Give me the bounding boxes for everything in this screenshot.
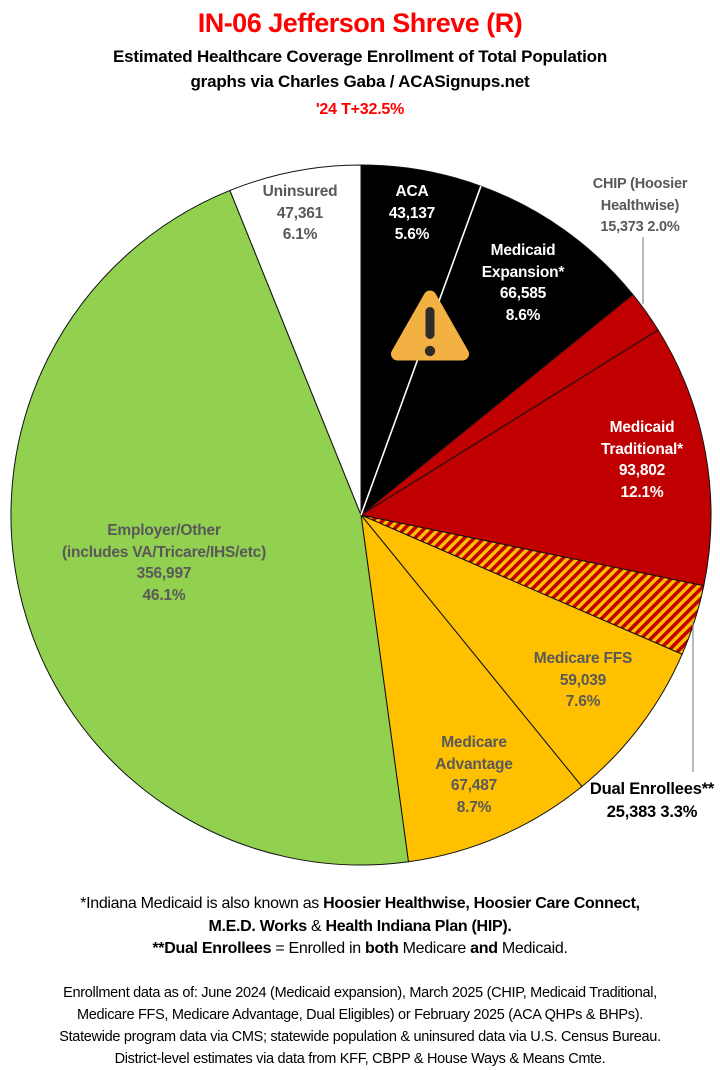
slice-label-dual-enrollees: Dual Enrollees** 25,383 3.3% — [590, 778, 714, 824]
slice-label-medicare-advantage: Medicare Advantage 67,487 8.7% — [435, 732, 513, 818]
slice-label-line: Dual Enrollees** — [589, 780, 715, 798]
pie-slice-medicaid-traditional — [359, 329, 712, 587]
slice-label-line: 7.6% — [565, 692, 601, 710]
slice-label-line: 59,039 — [559, 671, 607, 689]
page-title: IN-06 Jefferson Shreve (R) — [197, 8, 523, 38]
slice-label-line: 43,137 — [388, 204, 436, 222]
pie-slices — [10, 164, 712, 866]
slice-label-line: 6.1% — [282, 225, 318, 243]
slice-label-line: Traditional* — [600, 440, 684, 458]
slice-label-line: Healthwise) — [600, 197, 680, 214]
slice-label-medicaid-traditional: Medicaid Traditional* 93,802 12.1% — [601, 417, 683, 503]
slice-label-line: Medicare FFS — [533, 649, 633, 667]
chart-header: IN-06 Jefferson Shreve (R) Estimated Hea… — [0, 8, 720, 119]
slice-label-line: Medicaid — [609, 419, 675, 436]
slice-label-line: 46.1% — [142, 586, 186, 604]
slice-label-line: 47,361 — [276, 204, 324, 222]
pie-slice-medicare-advantage — [360, 513, 583, 863]
slice-label-line: Advantage — [435, 755, 513, 773]
source-note-line: Statewide program data via CMS; statewid… — [59, 1029, 661, 1045]
slice-label-line: 93,802 — [618, 462, 666, 479]
slice-label-line: Uninsured — [262, 182, 338, 200]
chart-subtitle: Estimated Healthcare Coverage Enrollment… — [0, 44, 720, 94]
slice-label-line: Expansion* — [481, 263, 565, 281]
subtitle-line-2: graphs via Charles Gaba / ACASignups.net — [190, 72, 530, 91]
subtitle-line-1: Estimated Healthcare Coverage Enrollment… — [113, 47, 607, 66]
slice-label-line: Medicaid — [490, 242, 556, 259]
pie-slice-medicaid-expansion — [359, 185, 634, 517]
slice-label-line: ACA — [395, 182, 429, 200]
footnote-line: M.E.D. Works & Health Indiana Plan (HIP)… — [208, 917, 512, 935]
footnote-line: **Dual Enrollees = Enrolled in both Medi… — [152, 940, 568, 957]
slice-label-employer-other: Employer/Other (includes VA/Tricare/IHS/e… — [62, 520, 266, 606]
slice-label-line: 8.7% — [456, 798, 492, 816]
source-note-line: Enrollment data as of: June 2024 (Medica… — [63, 985, 657, 1001]
source-note-line: Medicare FFS, Medicare Advantage, Dual E… — [76, 1007, 644, 1023]
footnote-line: *Indiana Medicaid is also known as Hoosi… — [80, 895, 640, 912]
slice-label-chip: CHIP (Hoosier Healthwise) 15,373 2.0% — [593, 174, 688, 239]
slice-label-line: CHIP (Hoosier — [592, 175, 688, 192]
slice-label-line: (includes VA/Tricare/IHS/etc) — [61, 543, 267, 561]
slice-label-line: 15,373 2.0% — [600, 218, 680, 235]
slice-label-line: 12.1% — [620, 483, 664, 501]
pie-slice-employer-other — [10, 189, 410, 866]
slice-label-aca: ACA 43,137 5.6% — [389, 181, 435, 246]
slice-label-medicare-ffs: Medicare FFS 59,039 7.6% — [533, 648, 633, 713]
slice-label-line: 5.6% — [394, 225, 430, 243]
slice-label-line: 8.6% — [505, 306, 541, 324]
footnotes: *Indiana Medicaid is also known as Hoosi… — [0, 893, 720, 961]
pie-slice-uninsured — [229, 164, 362, 516]
slice-label-line: 356,997 — [136, 565, 192, 582]
slice-label-line: 25,383 3.3% — [606, 803, 698, 821]
warning-triangle-icon — [391, 290, 469, 361]
pie-slice-medicare-ffs — [360, 514, 683, 788]
slice-label-line: Medicare — [441, 734, 507, 751]
slice-label-medicaid-expansion: Medicaid Expansion* 66,585 8.6% — [481, 240, 565, 326]
slice-label-line: 67,487 — [450, 777, 498, 794]
source-note: Enrollment data as of: June 2024 (Medica… — [0, 982, 720, 1070]
delta-label: '24 T+32.5% — [315, 101, 405, 118]
slice-label-uninsured: Uninsured 47,361 6.1% — [263, 181, 338, 246]
slice-label-line: Employer/Other — [107, 522, 221, 539]
slice-label-line: 66,585 — [499, 285, 547, 302]
source-note-line: District-level estimates via data from K… — [114, 1051, 606, 1067]
